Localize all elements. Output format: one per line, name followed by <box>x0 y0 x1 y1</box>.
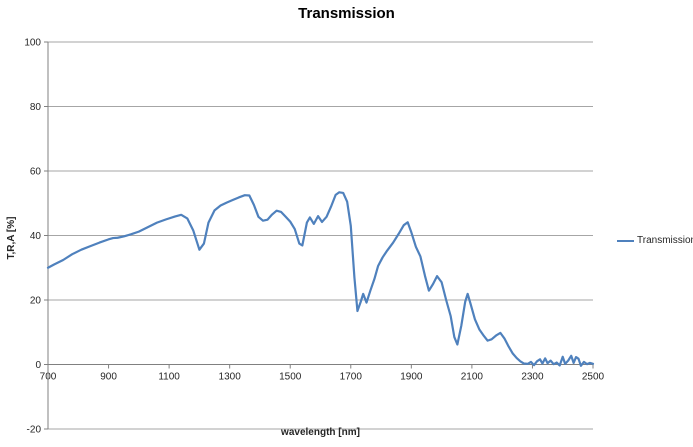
y-axis-title: T,R,A [%] <box>6 216 17 260</box>
series-line-transmission <box>46 191 595 367</box>
legend-label: Transmission <box>637 235 693 246</box>
legend-line-swatch <box>617 239 634 242</box>
y-tick-label: 60 <box>30 167 42 178</box>
x-tick-label: 900 <box>100 372 117 383</box>
x-tick-label: 1700 <box>340 372 363 383</box>
x-tick-label: 1300 <box>219 372 242 383</box>
x-tick-label: 1500 <box>279 372 302 383</box>
x-tick-label: 2300 <box>521 372 544 383</box>
legend[interactable]: Transmission <box>617 235 693 246</box>
y-tick-label: 20 <box>30 296 42 307</box>
y-tick-label: -20 <box>27 425 42 436</box>
y-tick-label: 0 <box>35 360 41 371</box>
chart-title: Transmission <box>298 5 395 22</box>
x-axis-title: wavelength [nm] <box>281 427 360 438</box>
x-tick-label: 1900 <box>400 372 423 383</box>
y-tick-label: 40 <box>30 231 42 242</box>
x-tick-label: 2100 <box>461 372 484 383</box>
y-tick-label: 80 <box>30 102 42 113</box>
x-tick-label: 2500 <box>582 372 605 383</box>
y-tick-label: 100 <box>24 38 41 49</box>
x-tick-label: 1100 <box>158 372 180 383</box>
